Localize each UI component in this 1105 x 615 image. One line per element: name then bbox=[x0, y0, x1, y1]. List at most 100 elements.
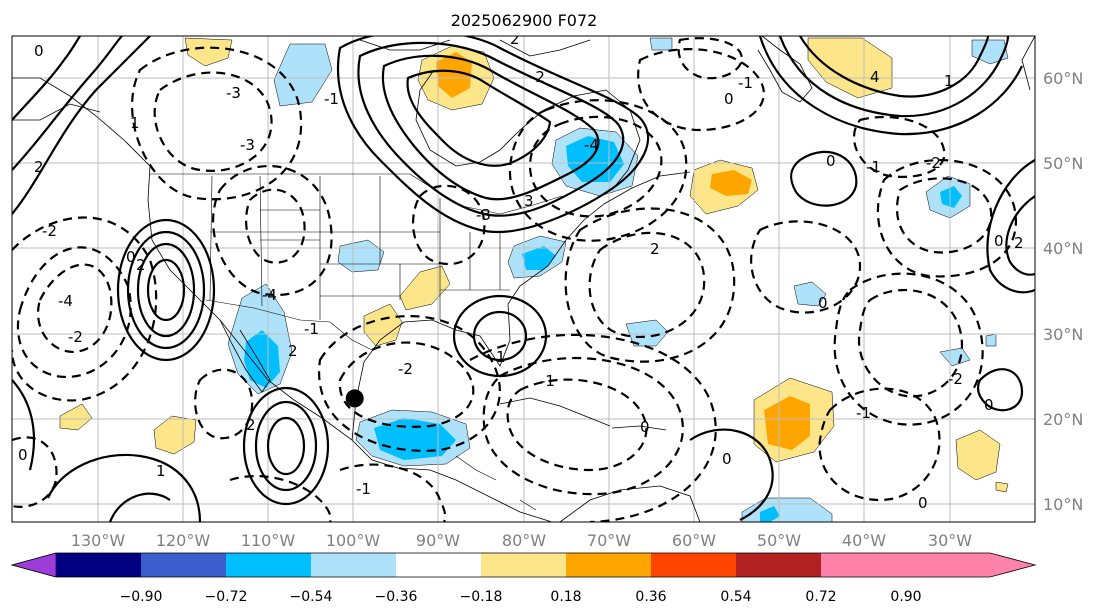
contour-label: -1 bbox=[856, 404, 871, 422]
anomaly-patch bbox=[995, 481, 1009, 493]
contour-label: -2 bbox=[68, 328, 83, 346]
contour-negative bbox=[229, 474, 332, 522]
lon-label: 80°W bbox=[502, 531, 546, 550]
contour-positive bbox=[758, 36, 1023, 136]
contour-negative bbox=[131, 46, 303, 201]
lon-label: 100°W bbox=[326, 531, 381, 550]
contour-negative bbox=[211, 165, 333, 297]
colorbar-tick: −0.36 bbox=[375, 589, 418, 605]
coastline-south-america bbox=[559, 485, 701, 522]
contour-label: 1 bbox=[944, 72, 954, 90]
anomaly-patch bbox=[764, 396, 810, 450]
contour-label: 0 bbox=[994, 232, 1004, 250]
contour-positive bbox=[266, 416, 306, 476]
contour-positive bbox=[12, 379, 36, 471]
map-area: 0 0 1 2 -2 -4 -3 -1 -2 2 -1 0 1 0 -1 0 -… bbox=[12, 36, 1035, 522]
contour-positive bbox=[790, 150, 858, 207]
contour-negative bbox=[528, 115, 663, 218]
anomaly-patch bbox=[760, 506, 780, 522]
contour-label: -1 bbox=[304, 320, 319, 338]
contour-positive bbox=[337, 36, 650, 234]
contour-label: -1 bbox=[324, 90, 339, 108]
contour-negative bbox=[12, 436, 58, 508]
anomaly-patch bbox=[273, 43, 333, 107]
contour-label: 3 bbox=[524, 192, 534, 210]
contour-negative bbox=[818, 387, 941, 502]
anomaly-patch bbox=[793, 281, 827, 307]
contour-positive bbox=[242, 386, 330, 506]
contour-negative bbox=[857, 288, 963, 398]
colorbar-tick: −0.90 bbox=[120, 589, 163, 605]
contour-negative bbox=[637, 48, 765, 132]
contour-negative bbox=[194, 368, 254, 440]
lon-label: 130°W bbox=[71, 531, 126, 550]
colorbar-tick: 0.72 bbox=[805, 589, 836, 605]
shaded-anomalies bbox=[59, 37, 1009, 522]
anomaly-patch bbox=[807, 37, 893, 99]
colorbar-segment bbox=[481, 553, 566, 577]
contour-negative bbox=[339, 463, 447, 522]
contour-positive bbox=[126, 230, 206, 350]
anomaly-patch bbox=[649, 37, 673, 51]
contour-label: -3 bbox=[226, 84, 241, 102]
colorbar-segment bbox=[141, 553, 226, 577]
contour-label: 2 bbox=[288, 342, 298, 360]
contour-label: -4 bbox=[262, 286, 277, 304]
colorbar-segment bbox=[56, 553, 141, 577]
anomaly-patch bbox=[184, 37, 233, 67]
contour-negative bbox=[153, 71, 273, 172]
colorbar-extend-high bbox=[906, 553, 1035, 577]
colorbar-tick: 0.18 bbox=[550, 589, 581, 605]
lat-label: 30°N bbox=[1043, 325, 1083, 344]
coastline-west-africa bbox=[1021, 36, 1035, 91]
lat-label: 10°N bbox=[1043, 495, 1083, 514]
contour-positive bbox=[46, 453, 202, 522]
longitude-labels: 130°W 120°W 110°W 100°W 90°W 80°W 70°W 6… bbox=[71, 531, 972, 550]
contour-negative bbox=[338, 341, 475, 428]
contour-positive bbox=[146, 258, 186, 322]
coastline-hispaniola bbox=[611, 425, 667, 431]
lon-label: 40°W bbox=[842, 531, 886, 550]
contour-positive bbox=[12, 36, 151, 215]
coastlines bbox=[12, 36, 1035, 522]
contour-negative bbox=[750, 220, 862, 314]
anomaly-patch bbox=[363, 303, 403, 347]
contour-label: -4 bbox=[584, 136, 599, 154]
contour-label: 1 bbox=[156, 462, 166, 480]
contour-label: 0 bbox=[724, 90, 734, 108]
contour-labels: 0 0 1 2 -2 -4 -3 -1 -2 2 -1 0 1 0 -1 0 -… bbox=[18, 36, 1024, 512]
lon-label: 90°W bbox=[416, 531, 460, 550]
contour-positive bbox=[986, 159, 1035, 294]
contour-label: 2 bbox=[1014, 234, 1024, 252]
anomaly-patch bbox=[153, 415, 197, 455]
contour-negative bbox=[508, 99, 688, 242]
anomaly-patch bbox=[940, 186, 962, 208]
contour-negative bbox=[506, 378, 648, 472]
coastline-mexico-gulf bbox=[351, 171, 691, 441]
coastline-north-america bbox=[12, 77, 553, 522]
contour-label: -2 bbox=[948, 370, 963, 388]
contour-positive bbox=[12, 36, 81, 121]
lon-label: 120°W bbox=[156, 531, 211, 550]
contour-positive bbox=[976, 368, 1024, 412]
contour-label: 2 bbox=[136, 256, 146, 274]
lon-label: 110°W bbox=[241, 531, 296, 550]
contour-positive bbox=[406, 69, 552, 167]
coastline-arctic bbox=[359, 39, 591, 57]
colorbar-segment bbox=[311, 553, 396, 577]
anomaly-patch bbox=[939, 347, 971, 367]
anomaly-patch bbox=[955, 429, 1001, 481]
border-central-america bbox=[455, 455, 537, 511]
contour-positive bbox=[799, 36, 990, 98]
lat-label: 20°N bbox=[1043, 410, 1083, 429]
colorbar-tick: −0.18 bbox=[460, 589, 503, 605]
contour-positive bbox=[1005, 195, 1035, 276]
contour-negative bbox=[482, 356, 684, 496]
contour-label: -1 bbox=[738, 74, 753, 92]
contour-negative bbox=[412, 184, 486, 266]
contour-negative bbox=[895, 177, 993, 254]
storm-center-dot bbox=[345, 389, 364, 408]
colorbar-tick: 0.90 bbox=[890, 589, 921, 605]
